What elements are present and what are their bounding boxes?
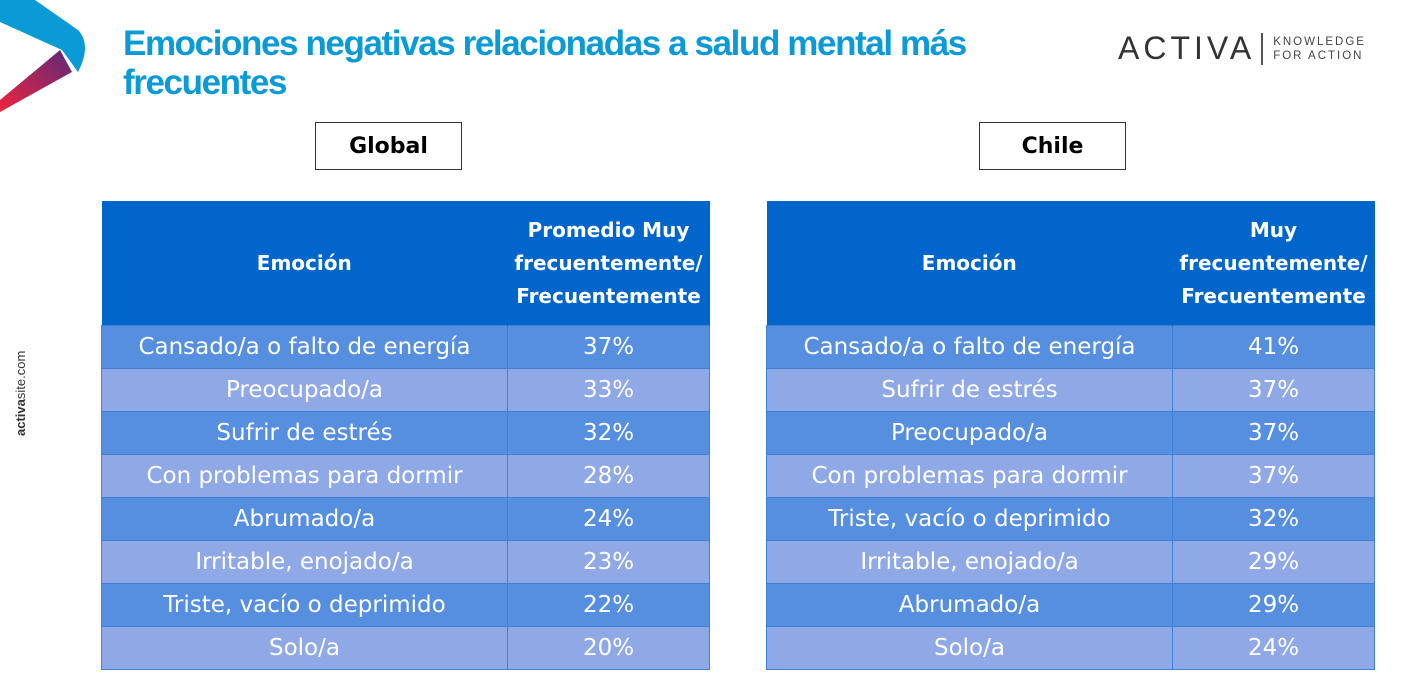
value-cell: 37%	[1172, 368, 1375, 412]
emotion-cell: Preocupado/a	[101, 368, 508, 412]
chile-label: Chile	[979, 122, 1126, 170]
global-table: Emoción Promedio Muy frecuentemente/ Frec…	[101, 201, 710, 670]
emotion-cell: Con problemas para dormir	[101, 454, 508, 498]
value-cell: 37%	[507, 325, 710, 369]
table-row: Sufrir de estrés 32%	[101, 411, 710, 455]
page-title: Emociones negativas relacionadas a salud…	[123, 24, 967, 102]
table-row: Abrumado/a 24%	[101, 497, 710, 541]
table-header-row: Emoción Muy frecuentemente/ Frecuentement…	[766, 201, 1375, 326]
brand-name: ACTIVA	[1118, 30, 1256, 66]
emotion-cell: Triste, vacío o deprimido	[766, 497, 1173, 541]
value-cell: 24%	[507, 497, 710, 541]
emotion-cell: Abrumado/a	[101, 497, 508, 541]
emotion-cell: Triste, vacío o deprimido	[101, 583, 508, 627]
value-cell: 23%	[507, 540, 710, 584]
table-row: Con problemas para dormir 28%	[101, 454, 710, 498]
table-row: Irritable, enojado/a 23%	[101, 540, 710, 584]
site-url: activasite.com	[13, 351, 28, 436]
table-row: Preocupado/a 37%	[766, 411, 1375, 455]
emotion-cell: Sufrir de estrés	[101, 411, 508, 455]
brand-logo: ACTIVA KNOWLEDGE FOR ACTION	[1118, 30, 1366, 67]
emotion-cell: Cansado/a o falto de energía	[101, 325, 508, 369]
site-url-bold: activa	[13, 399, 28, 436]
brand-tagline: KNOWLEDGE FOR ACTION	[1273, 35, 1366, 63]
emotion-cell: Solo/a	[101, 626, 508, 670]
table-row: Preocupado/a 33%	[101, 368, 710, 412]
value-cell: 37%	[1172, 411, 1375, 455]
value-cell: 29%	[1172, 583, 1375, 627]
emotion-cell: Irritable, enojado/a	[766, 540, 1173, 584]
value-cell: 28%	[507, 454, 710, 498]
table-row: Cansado/a o falto de energía 37%	[101, 325, 710, 369]
value-cell: 32%	[1172, 497, 1375, 541]
value-cell: 32%	[507, 411, 710, 455]
header-percentage: Promedio Muy frecuentemente/ Frecuenteme…	[507, 201, 710, 326]
emotion-cell: Irritable, enojado/a	[101, 540, 508, 584]
value-cell: 33%	[507, 368, 710, 412]
value-cell: 29%	[1172, 540, 1375, 584]
emotion-cell: Cansado/a o falto de energía	[766, 325, 1173, 369]
header-emotion: Emoción	[101, 201, 508, 326]
global-label: Global	[315, 122, 462, 170]
site-url-rest: site.com	[13, 350, 28, 400]
emotion-cell: Solo/a	[766, 626, 1173, 670]
emotion-cell: Sufrir de estrés	[766, 368, 1173, 412]
emotion-cell: Preocupado/a	[766, 411, 1173, 455]
emotion-cell: Abrumado/a	[766, 583, 1173, 627]
table-row: Solo/a 20%	[101, 626, 710, 670]
brand-divider	[1261, 32, 1264, 65]
table-row: Triste, vacío o deprimido 22%	[101, 583, 710, 627]
header-percentage: Muy frecuentemente/ Frecuentemente	[1172, 201, 1375, 326]
brand-tagline-2: FOR ACTION	[1273, 49, 1364, 62]
table-header-row: Emoción Promedio Muy frecuentemente/ Frec…	[101, 201, 710, 326]
value-cell: 24%	[1172, 626, 1375, 670]
chile-table: Emoción Muy frecuentemente/ Frecuentement…	[766, 201, 1375, 670]
table-row: Cansado/a o falto de energía 41%	[766, 325, 1375, 369]
table-row: Sufrir de estrés 37%	[766, 368, 1375, 412]
emotion-cell: Con problemas para dormir	[766, 454, 1173, 498]
value-cell: 41%	[1172, 325, 1375, 369]
header-emotion: Emoción	[766, 201, 1173, 326]
value-cell: 22%	[507, 583, 710, 627]
table-row: Solo/a 24%	[766, 626, 1375, 670]
value-cell: 20%	[507, 626, 710, 670]
activa-logo-icon	[0, 0, 85, 112]
table-row: Irritable, enojado/a 29%	[766, 540, 1375, 584]
table-row: Triste, vacío o deprimido 32%	[766, 497, 1375, 541]
table-row: Con problemas para dormir 37%	[766, 454, 1375, 498]
brand-tagline-1: KNOWLEDGE	[1273, 35, 1366, 48]
table-row: Abrumado/a 29%	[766, 583, 1375, 627]
value-cell: 37%	[1172, 454, 1375, 498]
